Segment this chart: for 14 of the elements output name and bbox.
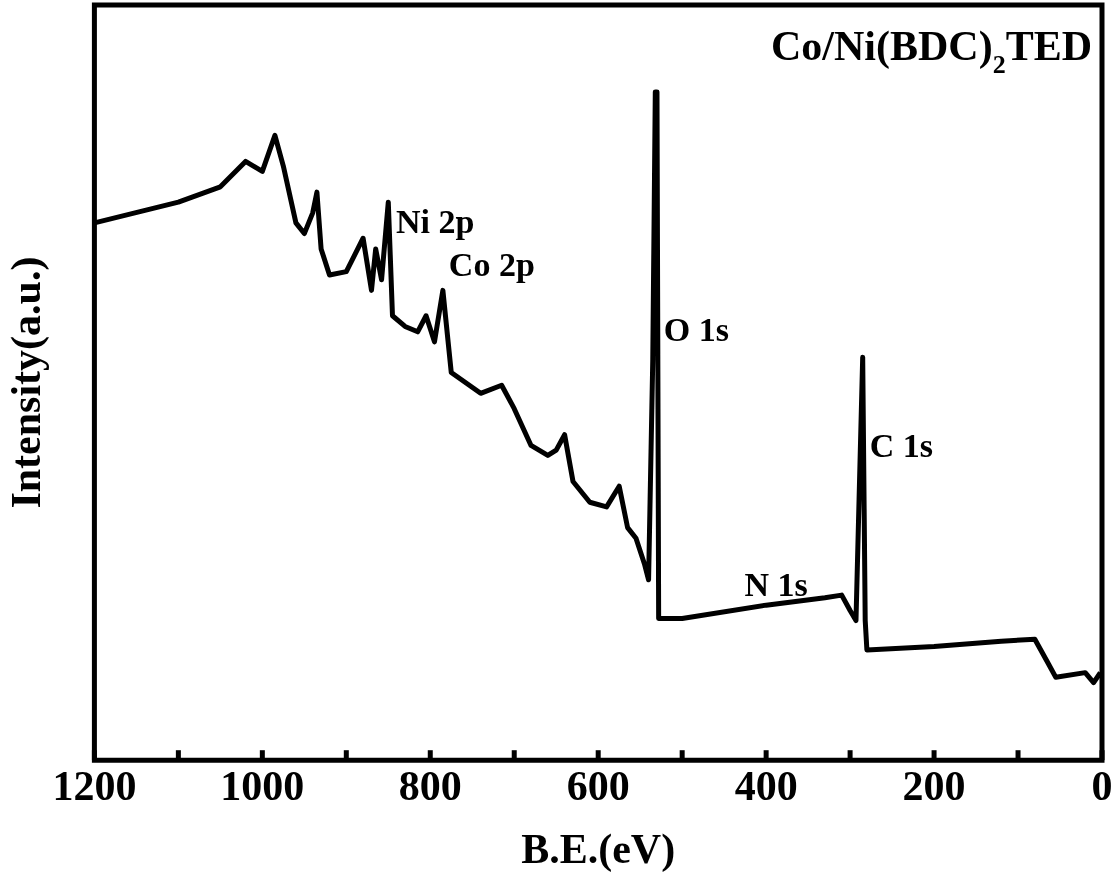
annotation: C 1s (869, 427, 934, 465)
annotation: N 1s (744, 565, 808, 603)
x-tick-label: 400 (734, 763, 798, 810)
x-tick-label: 1000 (220, 763, 305, 810)
annotation: Ni 2p (395, 203, 475, 241)
x-tick-label: 800 (398, 763, 462, 810)
annotation: O 1s (663, 310, 729, 348)
x-axis-title: B.E.(eV) (521, 825, 676, 873)
x-tick-label: 200 (902, 763, 966, 810)
x-tick-label: 1200 (52, 763, 137, 810)
y-axis-title: Intensity(a.u.) (3, 256, 51, 509)
annotation: Co 2p (448, 246, 535, 284)
x-tick-label: 600 (566, 763, 630, 810)
x-tick-label: 0 (1091, 763, 1113, 810)
